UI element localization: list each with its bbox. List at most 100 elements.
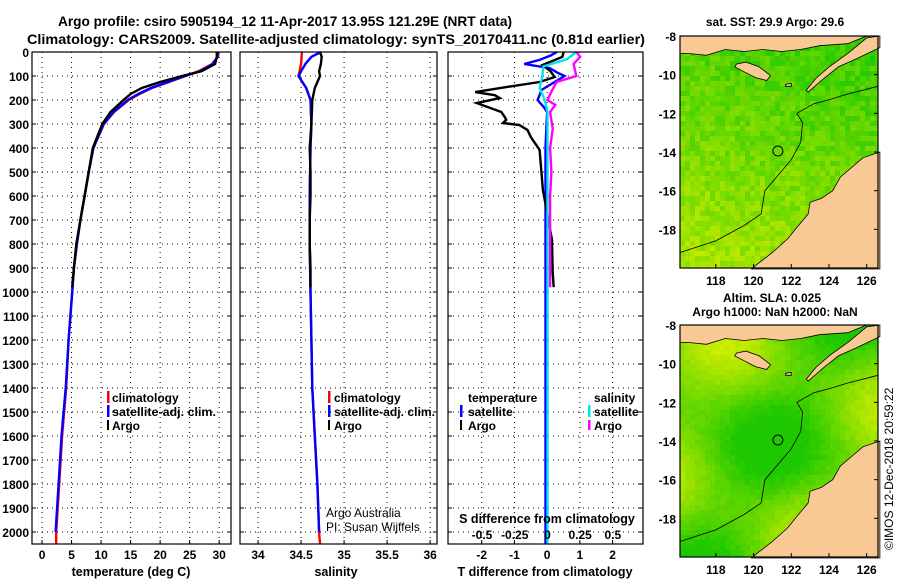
map-cell bbox=[690, 495, 695, 500]
map-cell bbox=[825, 425, 830, 430]
map-cell bbox=[685, 395, 690, 400]
map-cell bbox=[850, 375, 855, 380]
map-cell bbox=[755, 395, 760, 400]
map-cell bbox=[870, 350, 875, 355]
map-cell bbox=[685, 535, 690, 540]
map-cell bbox=[715, 216, 720, 221]
map-cell bbox=[720, 520, 725, 525]
map-cell bbox=[745, 161, 750, 166]
map-cell bbox=[695, 465, 700, 470]
map-cell bbox=[750, 231, 755, 236]
map-cell bbox=[765, 161, 770, 166]
map-cell bbox=[795, 470, 800, 475]
map-cell bbox=[685, 221, 690, 226]
x-tick-label: -2 bbox=[476, 548, 487, 562]
map-cell bbox=[715, 365, 720, 370]
map-cell bbox=[800, 370, 805, 375]
map-cell bbox=[875, 91, 878, 96]
map-cell bbox=[730, 360, 735, 365]
map-cell bbox=[725, 141, 730, 146]
map-cell bbox=[810, 360, 815, 365]
map-cell bbox=[775, 91, 780, 96]
map-cell bbox=[825, 460, 830, 465]
map-cell bbox=[750, 111, 755, 116]
map-cell bbox=[765, 465, 770, 470]
plot-frame bbox=[31, 51, 232, 545]
map-cell bbox=[745, 530, 750, 535]
isobath-line bbox=[679, 374, 879, 542]
map-cell bbox=[850, 330, 855, 335]
map-cell bbox=[790, 490, 795, 495]
map-cell bbox=[795, 116, 800, 121]
map-cell bbox=[795, 81, 800, 86]
map-cell bbox=[865, 440, 870, 445]
map-cell bbox=[685, 375, 690, 380]
map-cell bbox=[735, 420, 740, 425]
map-cell bbox=[685, 360, 690, 365]
map-cell bbox=[740, 410, 745, 415]
map-cell bbox=[765, 236, 770, 241]
map-cell bbox=[750, 545, 755, 550]
map-cell bbox=[775, 525, 780, 530]
map-cell bbox=[800, 176, 805, 181]
map-cell bbox=[705, 81, 710, 86]
map-cell bbox=[835, 51, 840, 56]
map-cell bbox=[790, 221, 795, 226]
lat-tick-label: -18 bbox=[659, 223, 677, 237]
map-cell bbox=[750, 470, 755, 475]
map-cell bbox=[680, 370, 685, 375]
map-cell bbox=[715, 515, 720, 520]
x-tick-label: 0 bbox=[544, 548, 551, 562]
map-cell bbox=[780, 495, 785, 500]
map-cell bbox=[800, 216, 805, 221]
map-cell bbox=[740, 425, 745, 430]
map-cell bbox=[795, 405, 800, 410]
map-cell bbox=[875, 146, 878, 151]
map-cell bbox=[685, 440, 690, 445]
map-cell bbox=[715, 256, 720, 261]
map-cell bbox=[690, 540, 695, 545]
map-cell bbox=[770, 166, 775, 171]
map-cell bbox=[775, 440, 780, 445]
map-cell bbox=[725, 465, 730, 470]
map-cell bbox=[735, 171, 740, 176]
map-cell bbox=[810, 151, 815, 156]
map-cell bbox=[830, 126, 835, 131]
map-cell bbox=[815, 350, 820, 355]
map-cell bbox=[680, 166, 685, 171]
map-cell bbox=[850, 161, 855, 166]
map-cell bbox=[690, 360, 695, 365]
map-cell bbox=[745, 196, 750, 201]
map-cell bbox=[730, 196, 735, 201]
map-cell bbox=[790, 370, 795, 375]
map-cell bbox=[710, 405, 715, 410]
map-cell bbox=[705, 450, 710, 455]
map-cell bbox=[740, 186, 745, 191]
map-cell bbox=[700, 156, 705, 161]
map-cell bbox=[805, 455, 810, 460]
map-cell bbox=[690, 251, 695, 256]
map-cell bbox=[735, 81, 740, 86]
map-cell bbox=[860, 81, 865, 86]
map-cell bbox=[825, 146, 830, 151]
map-cell bbox=[865, 146, 870, 151]
map-cell bbox=[855, 360, 860, 365]
depth-tick-label: 1100 bbox=[3, 310, 29, 324]
map-cell bbox=[690, 520, 695, 525]
map-cell bbox=[730, 141, 735, 146]
map-cell bbox=[765, 166, 770, 171]
map-cell bbox=[860, 86, 865, 91]
map-cell bbox=[750, 246, 755, 251]
map-cell bbox=[865, 415, 870, 420]
map-cell bbox=[730, 495, 735, 500]
map-cell bbox=[780, 196, 785, 201]
map-cell bbox=[840, 430, 845, 435]
map-cell bbox=[720, 196, 725, 201]
map-cell bbox=[690, 106, 695, 111]
map-cell bbox=[860, 425, 865, 430]
map-cell bbox=[700, 136, 705, 141]
map-cell bbox=[795, 430, 800, 435]
map-cell bbox=[710, 56, 715, 61]
map-cell bbox=[775, 390, 780, 395]
map-cell bbox=[795, 126, 800, 131]
